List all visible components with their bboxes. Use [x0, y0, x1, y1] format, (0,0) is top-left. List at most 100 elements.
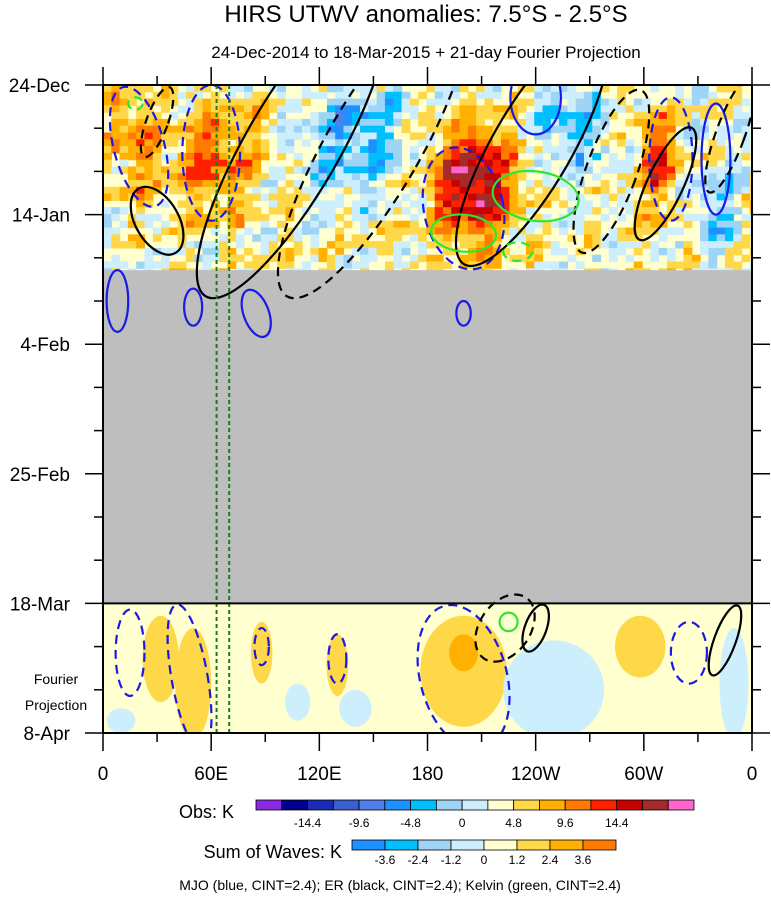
obs-cell — [185, 241, 195, 249]
obs-cell — [409, 261, 419, 269]
obs-cell — [592, 254, 602, 263]
obs-cell — [111, 241, 121, 249]
obs-cell — [467, 227, 477, 235]
obs-cell — [235, 159, 245, 168]
obs-cell — [525, 159, 535, 168]
obs-cell — [376, 112, 386, 120]
obs-cell — [326, 254, 336, 263]
obs-cell — [310, 247, 320, 256]
obs-cell — [608, 227, 618, 235]
obs-cell — [376, 247, 386, 256]
wave-contours — [105, 85, 752, 733]
obs-cell — [733, 234, 743, 242]
obs-cell — [517, 173, 527, 181]
obs-cell — [724, 261, 734, 269]
obs-cell — [733, 227, 743, 235]
obs-cell — [625, 85, 635, 93]
obs-cell — [326, 146, 336, 154]
obs-cell — [575, 125, 585, 134]
obs-cell — [318, 220, 328, 229]
er-contour — [129, 185, 185, 256]
obs-cell — [501, 213, 510, 222]
obs-cell — [567, 112, 577, 120]
obs-cell — [285, 207, 295, 215]
obs-cell — [368, 207, 378, 215]
obs-cell — [600, 85, 610, 93]
obs-legend-tick-label: 4.8 — [505, 816, 522, 830]
obs-cell — [185, 200, 195, 208]
obs-cell — [376, 186, 386, 195]
obs-cell — [185, 85, 195, 93]
obs-cell — [227, 186, 237, 195]
obs-cell — [103, 139, 112, 147]
obs-cell — [642, 98, 651, 106]
y-tick-label: 8-Apr — [24, 724, 71, 745]
obs-cell — [277, 132, 287, 140]
obs-cell — [592, 220, 602, 229]
obs-cell — [384, 200, 394, 208]
chart-title: HIRS UTWV anomalies: 7.5°S - 2.5°S — [224, 1, 627, 28]
obs-cell — [608, 112, 618, 120]
obs-cell — [384, 227, 394, 235]
obs-cell — [310, 159, 320, 168]
obs-cell — [741, 98, 751, 106]
obs-cell — [567, 118, 577, 127]
obs-cell — [567, 166, 577, 174]
obs-cell — [567, 105, 577, 113]
obs-legend-swatch — [539, 799, 566, 811]
obs-cell — [534, 125, 544, 134]
obs-cell — [716, 166, 726, 174]
obs-cell — [633, 105, 643, 113]
obs-cell — [733, 159, 743, 168]
obs-cell — [542, 105, 552, 113]
obs-cell — [492, 220, 502, 229]
obs-cell — [625, 146, 635, 154]
obs-cell — [426, 173, 436, 181]
obs-cell — [285, 200, 295, 208]
obs-cell — [633, 227, 643, 235]
obs-cell — [666, 132, 676, 140]
obs-cell — [691, 173, 701, 181]
obs-cell — [210, 118, 220, 127]
obs-cell — [542, 98, 552, 106]
obs-cell — [575, 132, 585, 140]
obs-cell — [293, 186, 303, 195]
obs-cell — [501, 193, 510, 202]
obs-cell — [202, 186, 212, 195]
obs-cell — [559, 139, 568, 147]
obs-cell — [658, 186, 668, 195]
obs-cell — [293, 132, 303, 140]
obs-cell — [152, 132, 162, 140]
obs-legend-swatch — [564, 799, 592, 811]
obs-cell — [617, 200, 627, 208]
er-contour — [704, 85, 752, 194]
obs-cell — [119, 220, 129, 229]
obs-cell — [434, 220, 444, 229]
obs-cell — [293, 200, 303, 208]
obs-cell — [534, 200, 544, 208]
obs-cell — [268, 118, 278, 127]
obs-cell — [277, 166, 287, 174]
obs-cell — [459, 227, 469, 235]
obs-cell — [575, 213, 585, 222]
obs-cell — [567, 91, 577, 100]
obs-cell — [575, 261, 585, 269]
obs-cell — [144, 247, 154, 256]
mjo-contour — [700, 102, 732, 216]
obs-legend-swatch — [410, 799, 437, 811]
obs-cell — [360, 220, 369, 229]
obs-cell — [343, 91, 353, 100]
obs-cell — [335, 146, 345, 154]
obs-cell — [733, 105, 743, 113]
er-contour — [474, 593, 536, 663]
mjo-contour — [669, 620, 709, 685]
obs-cell — [741, 125, 751, 134]
obs-cell — [384, 91, 394, 100]
obs-cell — [219, 254, 228, 263]
obs-cell — [476, 200, 486, 208]
obs-cell — [617, 247, 627, 256]
obs-cell — [144, 146, 154, 154]
obs-cell — [700, 166, 709, 174]
obs-cell — [277, 146, 287, 154]
